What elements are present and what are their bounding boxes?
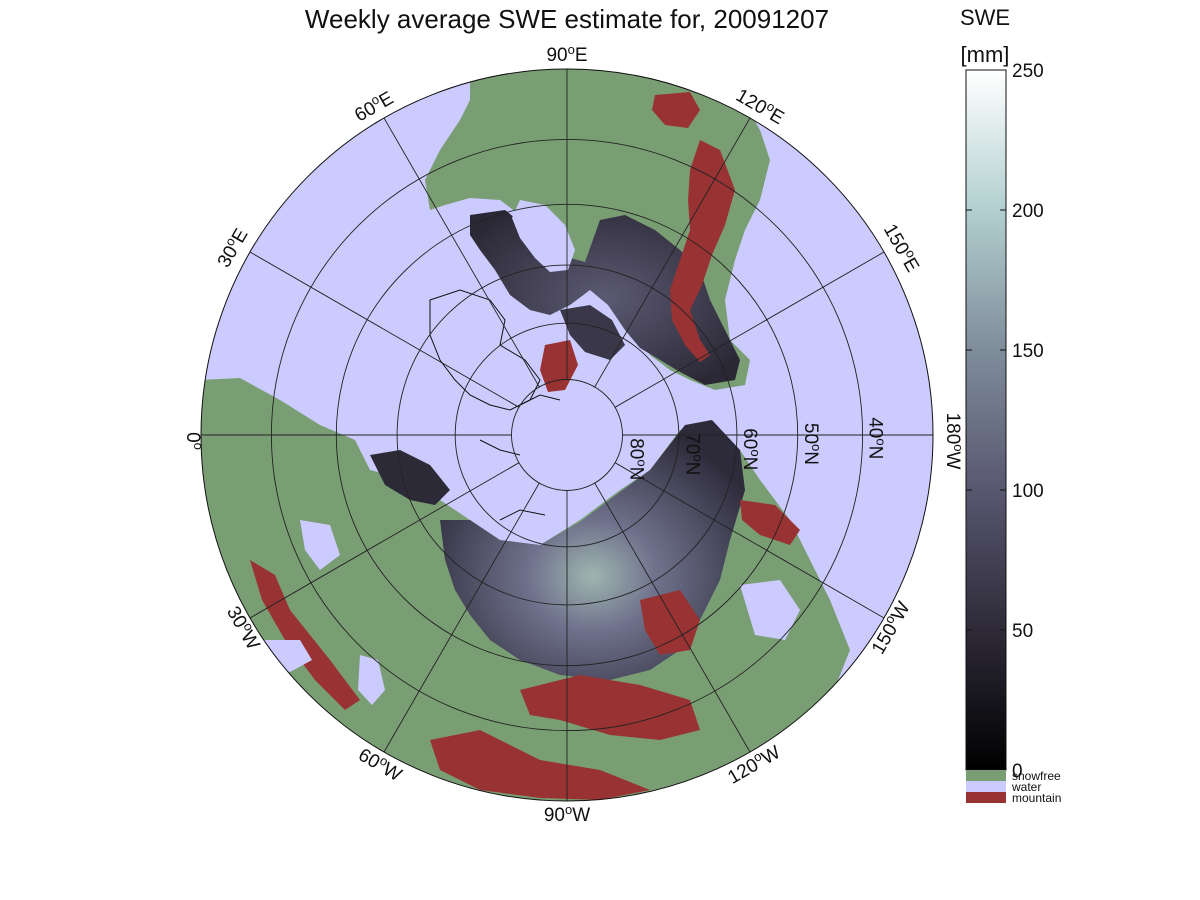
himalaya-mountain xyxy=(430,730,650,800)
mountain-swatch xyxy=(966,792,1006,803)
map-boundary xyxy=(200,68,934,802)
arctic-islands-snow xyxy=(560,305,625,360)
polar-map xyxy=(201,69,933,801)
colorbar-title-line2: [mm] xyxy=(961,42,1010,67)
meridian--120 xyxy=(594,482,751,753)
meridian-150 xyxy=(614,251,885,408)
alaska-mountain xyxy=(652,92,700,128)
meridian--30 xyxy=(249,462,520,619)
colorbar-tick-label-150: 150 xyxy=(1012,341,1044,362)
lat-50n-label: 50oN xyxy=(800,423,824,465)
meridian-60 xyxy=(383,117,540,388)
colorbar-ticks: 0 50 100 150 200 250 xyxy=(966,61,1044,782)
lat-40n-label: 40oN xyxy=(865,417,889,459)
okhotsk-sea xyxy=(740,580,800,640)
water-swatch xyxy=(966,781,1006,792)
graticule xyxy=(201,69,933,801)
baffin-island-mountain xyxy=(540,340,578,392)
colorbar: SWE [mm] 0 50 100 150 200 250 snowfreewatermo… xyxy=(960,5,1061,805)
rockies-mountain xyxy=(670,140,735,362)
europe-mountain xyxy=(250,560,360,710)
colorbar-tick-label-250: 250 xyxy=(1012,61,1044,82)
meridian-120 xyxy=(594,117,751,388)
central-asia-mountain xyxy=(520,675,700,740)
scandinavia-snow-cover xyxy=(370,450,450,505)
colorbar-tick-label-50: 50 xyxy=(1012,621,1033,642)
baltic-sea xyxy=(300,520,340,570)
water-legend-label: water xyxy=(1011,780,1041,794)
lon-90e-label: 90oE xyxy=(546,42,587,66)
colorbar-tick-label-0: 0 xyxy=(1012,761,1023,782)
lon-90w-label: 90oW xyxy=(544,802,590,826)
figure-title: Weekly average SWE estimate for, 2009120… xyxy=(305,4,829,34)
meridian--60 xyxy=(383,482,540,753)
caspian-sea xyxy=(358,655,385,705)
latitude-labels: 80oN 70oN 60oN 50oN 40oN xyxy=(625,417,888,480)
colorbar-tick-label-200: 200 xyxy=(1012,201,1044,222)
colorbar-title-line1: SWE xyxy=(960,5,1010,30)
mountain-legend-label: mountain xyxy=(1012,791,1061,805)
meridian--150 xyxy=(614,462,885,619)
lat-70n-label: 70oN xyxy=(681,433,705,475)
snowfree-swatch xyxy=(966,770,1006,781)
lon-180w-label: 180oW xyxy=(942,413,966,470)
colorbar-tick-label-100: 100 xyxy=(1012,481,1044,502)
lat-60n-label: 60oN xyxy=(739,428,763,470)
hudson-bay-water xyxy=(512,200,575,272)
colorbar-gradient xyxy=(965,69,1007,771)
lon-0-label: 0o xyxy=(182,432,206,450)
meridian-30 xyxy=(249,251,520,408)
kamchatka-mountain xyxy=(740,500,800,545)
arctic-coastline xyxy=(479,394,561,521)
snowfree-legend-label: snowfree xyxy=(1012,769,1061,783)
lat-80n-label: 80oN xyxy=(625,438,649,480)
